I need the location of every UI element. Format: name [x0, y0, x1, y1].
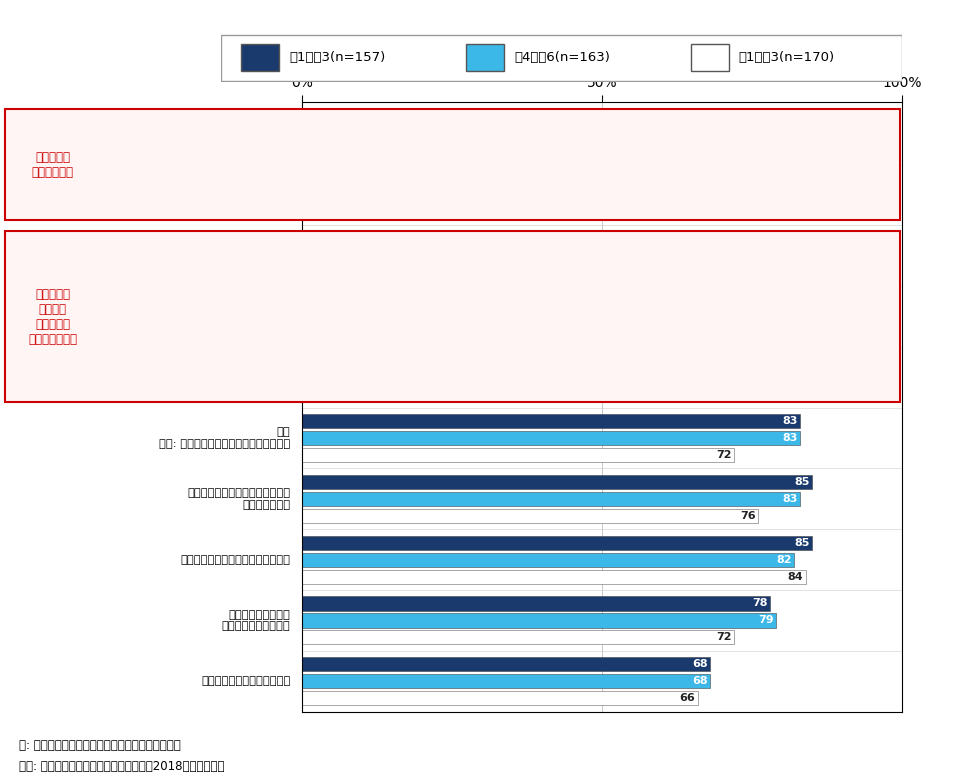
Text: 68: 68	[692, 659, 708, 669]
Bar	[302, 292, 836, 307]
Text: 子どもが自分自身の個人情報を
公開すること: 子どもが自分自身の個人情報を 公開すること	[194, 367, 290, 388]
Bar	[302, 110, 866, 124]
Text: 電磁波による健康への悪影響: 電磁波による健康への悪影響	[201, 676, 290, 687]
Bar	[302, 509, 758, 523]
Bar	[302, 492, 801, 506]
Bar	[302, 657, 710, 671]
Text: 小4～小6(n=163): 小4～小6(n=163)	[514, 52, 610, 64]
Bar	[302, 431, 801, 445]
Text: 74: 74	[728, 389, 743, 400]
Bar	[302, 448, 734, 462]
Text: 88: 88	[812, 207, 828, 217]
Bar	[302, 475, 812, 489]
Text: 78: 78	[752, 598, 767, 608]
Text: 90: 90	[824, 234, 839, 244]
Text: 85: 85	[794, 477, 809, 487]
Bar	[302, 387, 747, 401]
Text: 83: 83	[782, 372, 798, 382]
Bar	[691, 45, 729, 71]
Bar	[302, 536, 812, 550]
Text: 88: 88	[812, 311, 828, 321]
Text: 85: 85	[794, 538, 809, 547]
Bar	[5, 109, 900, 220]
Text: 72: 72	[716, 450, 732, 460]
Text: 89: 89	[818, 146, 833, 156]
Text: 常にスマホ・ケータイの利用を優先し,
いつも視聴しているなどスマホへの依存: 常にスマホ・ケータイの利用を優先し, いつも視聴しているなどスマホへの依存	[166, 124, 290, 145]
Text: 89: 89	[818, 295, 833, 304]
Text: 74: 74	[728, 328, 743, 339]
Text: 不適切な出会い系サイトや
アダルトサイトを閲覧すること: 不適切な出会い系サイトや アダルトサイトを閲覧すること	[194, 306, 290, 328]
Text: 93: 93	[842, 190, 857, 200]
Text: 79: 79	[757, 615, 774, 626]
Text: 子どもの個人情報が行政や企業に
利用されること: 子どもの個人情報が行政や企業に 利用されること	[187, 488, 290, 510]
Text: 84: 84	[788, 572, 804, 582]
Text: 76: 76	[740, 511, 756, 521]
Text: 長時間利用による健康への悪影響: 長時間利用による健康への悪影響	[187, 190, 290, 200]
Text: 子どもの交友関係を
把握できなくなること: 子どもの交友関係を 把握できなくなること	[222, 610, 290, 631]
Bar	[302, 414, 801, 429]
Text: 中1～中3(n=170): 中1～中3(n=170)	[739, 52, 835, 64]
Bar	[302, 370, 801, 385]
Text: 注: 関東１都６県在住の小中学生の保護者が回答。: 注: 関東１都６県在住の小中学生の保護者が回答。	[19, 739, 180, 752]
Text: 72: 72	[716, 633, 732, 642]
Text: 83: 83	[782, 494, 798, 504]
Bar	[302, 266, 806, 280]
Text: ネットでの
コミュニ
ケーション
に関する心配事: ネットでの コミュニ ケーション に関する心配事	[28, 288, 78, 346]
Text: 使いすぎに
関する心配事: 使いすぎに 関する心配事	[32, 151, 74, 178]
Text: 84: 84	[788, 267, 804, 278]
Text: 小1～小3(n=157): 小1～小3(n=157)	[289, 52, 385, 64]
Text: 94: 94	[848, 112, 863, 122]
Bar	[302, 613, 777, 627]
Text: 82: 82	[776, 554, 791, 565]
Bar	[467, 45, 504, 71]
Bar	[302, 569, 806, 583]
Text: 料金
（例: 高額，有料のものを使用するなど）: 料金 （例: 高額，有料のものを使用するなど）	[159, 427, 290, 449]
Text: 83: 83	[782, 433, 798, 443]
Text: LINE，メール，掲示板への投稿の内容
により友だちとトラブルになること: LINE，メール，掲示板への投稿の内容 により友だちとトラブルになること	[162, 245, 290, 267]
Bar	[241, 45, 278, 71]
Text: 93: 93	[842, 173, 857, 183]
Bar	[302, 249, 825, 263]
Bar	[302, 553, 795, 567]
Bar	[5, 231, 900, 402]
Text: ブルーライトによる健康への悪影響: ブルーライトによる健康への悪影響	[180, 554, 290, 565]
Bar	[302, 205, 830, 219]
Bar	[302, 326, 747, 340]
Bar	[302, 674, 710, 688]
Bar	[302, 630, 734, 644]
Bar	[302, 127, 860, 142]
Text: 90: 90	[824, 355, 839, 365]
Text: 93: 93	[842, 129, 857, 139]
Bar	[302, 691, 698, 705]
Bar	[302, 353, 843, 368]
Text: 68: 68	[692, 676, 708, 687]
Bar	[302, 231, 843, 246]
Text: 83: 83	[782, 416, 798, 426]
Bar	[302, 188, 860, 202]
Bar	[302, 171, 860, 185]
Bar	[302, 597, 770, 611]
Bar	[302, 144, 836, 158]
Bar	[302, 310, 830, 324]
Text: 87: 87	[805, 251, 822, 260]
Text: 66: 66	[680, 693, 695, 703]
Text: 出所: 子どものケータイ利用に関する調査2018（訪問留置）: 出所: 子どものケータイ利用に関する調査2018（訪問留置）	[19, 760, 225, 773]
